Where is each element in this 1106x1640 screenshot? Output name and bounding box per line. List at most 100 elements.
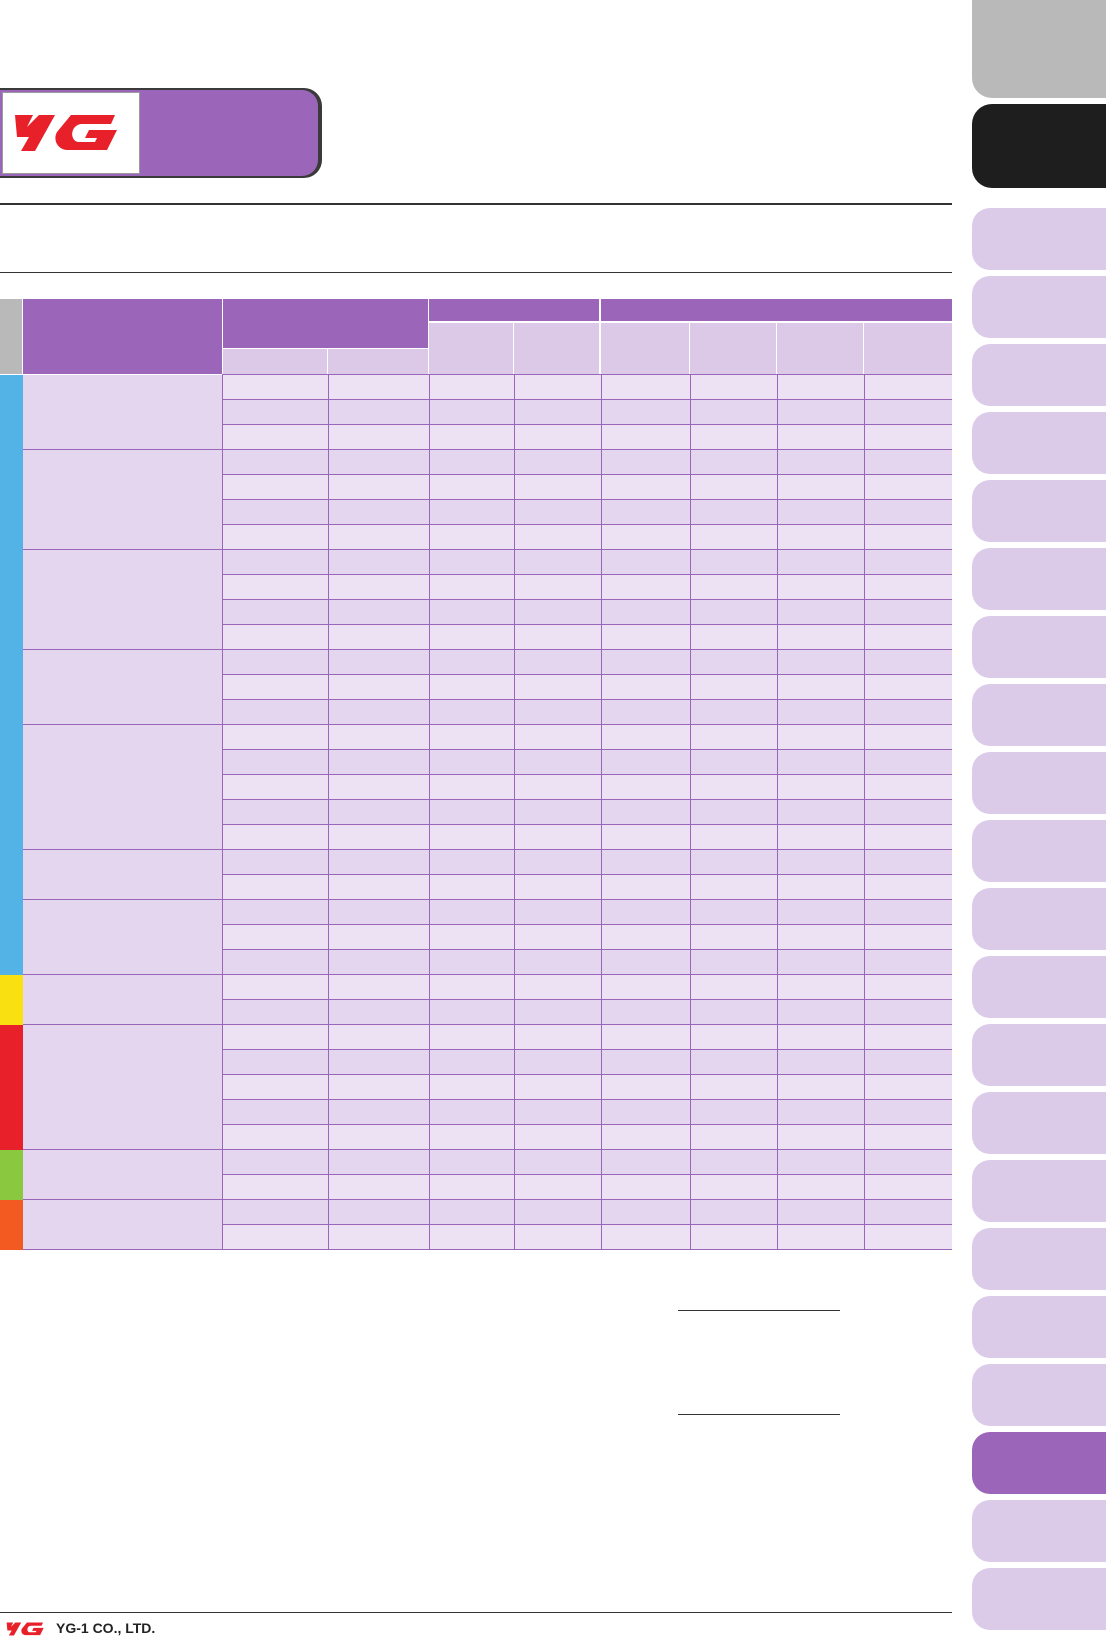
side-tab[interactable] xyxy=(972,956,1106,1018)
table-cell xyxy=(777,400,864,424)
side-tab[interactable] xyxy=(972,616,1106,678)
table-cell xyxy=(222,625,328,649)
side-tab[interactable] xyxy=(972,1160,1106,1222)
note-rule-1 xyxy=(678,1310,840,1311)
table-cell xyxy=(514,1125,601,1149)
table-cell xyxy=(328,850,429,874)
table-cell xyxy=(864,400,952,424)
table-cell xyxy=(514,500,601,524)
table-cell xyxy=(777,700,864,724)
table-cell xyxy=(514,400,601,424)
table-row xyxy=(222,750,952,775)
side-tab[interactable] xyxy=(972,276,1106,338)
table-cell xyxy=(328,650,429,674)
side-tab[interactable] xyxy=(972,1092,1106,1154)
table-row xyxy=(222,1025,952,1050)
group-label-cell xyxy=(23,1150,223,1200)
table-cell xyxy=(864,375,952,399)
side-tab[interactable] xyxy=(972,1364,1106,1426)
side-tab[interactable] xyxy=(972,888,1106,950)
table-cell xyxy=(222,1050,328,1074)
table-cell xyxy=(429,1000,514,1024)
table-cell xyxy=(601,1175,690,1199)
table-cell xyxy=(429,525,514,549)
table-cell xyxy=(601,1000,690,1024)
table-subheader-c4 xyxy=(864,323,952,374)
table-cell xyxy=(690,1100,777,1124)
table-cell xyxy=(601,975,690,999)
table-row xyxy=(222,1125,952,1150)
table-cell xyxy=(222,1125,328,1149)
side-tab[interactable] xyxy=(972,344,1106,406)
table-cell xyxy=(222,1075,328,1099)
table-cell xyxy=(777,800,864,824)
side-tab[interactable] xyxy=(972,104,1106,188)
table-row xyxy=(222,1050,952,1075)
table-cell xyxy=(328,1000,429,1024)
table-cell xyxy=(514,800,601,824)
table-cell xyxy=(777,1000,864,1024)
table-cell xyxy=(514,825,601,849)
table-cell xyxy=(864,475,952,499)
side-tab[interactable] xyxy=(972,1432,1106,1494)
table-cell xyxy=(777,1175,864,1199)
table-cell xyxy=(777,575,864,599)
table-cell xyxy=(222,1025,328,1049)
table-cell xyxy=(864,950,952,974)
table-cell xyxy=(222,850,328,874)
table-cell xyxy=(864,825,952,849)
table-cell xyxy=(222,925,328,949)
table-cell xyxy=(864,1125,952,1149)
table-cell xyxy=(222,1175,328,1199)
table-row xyxy=(222,650,952,675)
table-cell xyxy=(222,1000,328,1024)
table-cell xyxy=(864,800,952,824)
table-cell xyxy=(777,675,864,699)
table-cell xyxy=(690,550,777,574)
table-cell xyxy=(690,450,777,474)
table-cell xyxy=(864,1150,952,1174)
side-tab[interactable] xyxy=(972,412,1106,474)
table-cell xyxy=(328,400,429,424)
table-cell xyxy=(777,1225,864,1249)
table-cell xyxy=(601,925,690,949)
group-color-strip xyxy=(0,1150,23,1200)
table-cell xyxy=(222,600,328,624)
side-tab[interactable] xyxy=(972,752,1106,814)
table-cell xyxy=(690,825,777,849)
table-cell xyxy=(690,850,777,874)
side-tab[interactable] xyxy=(972,0,1106,98)
table-cell xyxy=(601,450,690,474)
table-cell xyxy=(222,950,328,974)
side-tab[interactable] xyxy=(972,480,1106,542)
side-tab[interactable] xyxy=(972,1296,1106,1358)
table-subheader-a1 xyxy=(223,349,327,374)
table-cell xyxy=(429,375,514,399)
table-cell xyxy=(864,500,952,524)
table-cell xyxy=(429,750,514,774)
table-row xyxy=(222,550,952,575)
brand-logo xyxy=(2,92,140,174)
table-cell xyxy=(690,725,777,749)
table-cell xyxy=(690,700,777,724)
group-color-strip xyxy=(0,650,23,725)
side-tab[interactable] xyxy=(972,684,1106,746)
side-tab[interactable] xyxy=(972,1568,1106,1630)
table-cell xyxy=(514,975,601,999)
table-cell xyxy=(601,625,690,649)
group-label-cell xyxy=(23,550,223,650)
table-cell xyxy=(429,400,514,424)
table-cell xyxy=(429,625,514,649)
side-tab[interactable] xyxy=(972,1228,1106,1290)
side-tab[interactable] xyxy=(972,208,1106,270)
side-tab[interactable] xyxy=(972,548,1106,610)
side-tab[interactable] xyxy=(972,1500,1106,1562)
table-cell xyxy=(222,450,328,474)
section-rule xyxy=(0,272,952,273)
table-cell xyxy=(514,1200,601,1224)
table-cell xyxy=(429,875,514,899)
group-label-cell xyxy=(23,650,223,725)
table-cell xyxy=(514,1100,601,1124)
side-tab[interactable] xyxy=(972,820,1106,882)
side-tab[interactable] xyxy=(972,1024,1106,1086)
